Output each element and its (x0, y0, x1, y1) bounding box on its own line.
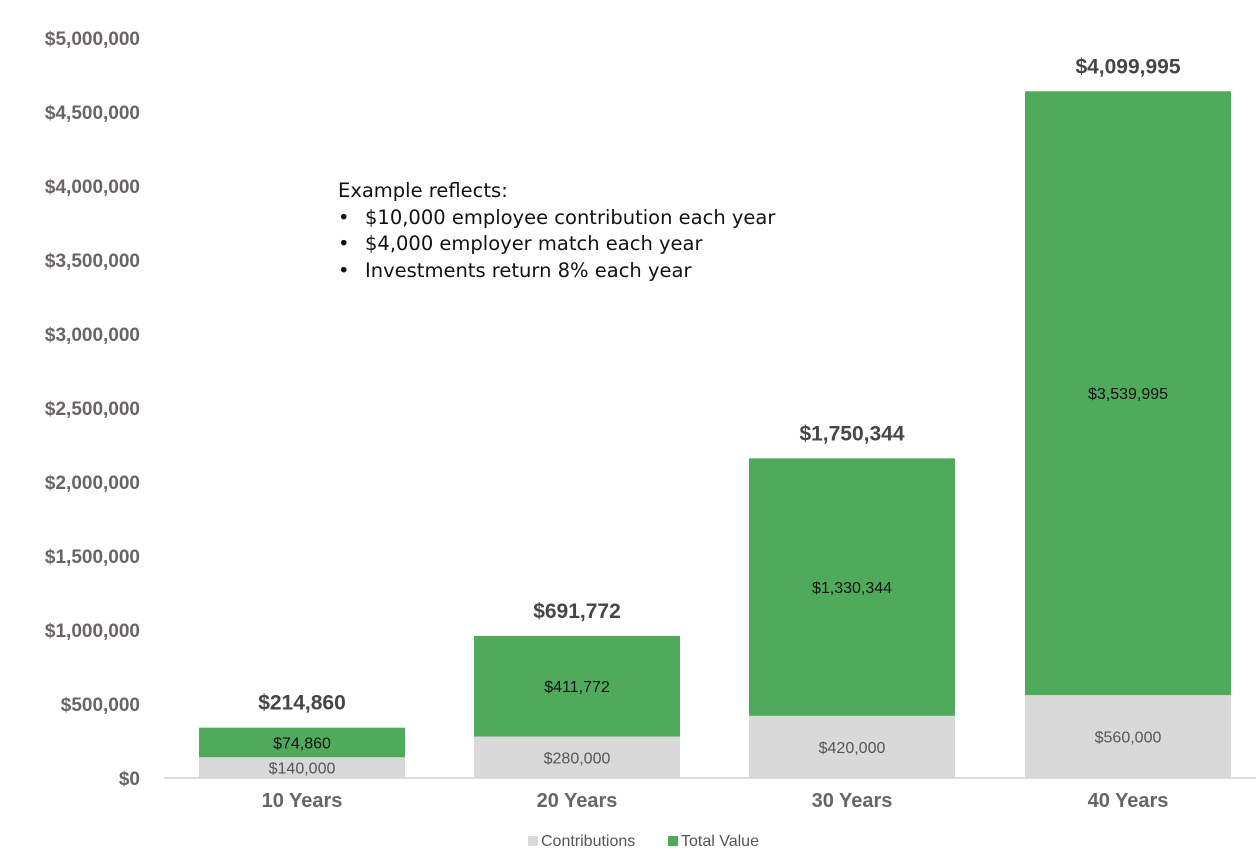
total-label: $1,750,344 (799, 422, 904, 445)
bar-contributions (1025, 695, 1231, 778)
y-tick-label: $2,500,000 (45, 399, 140, 420)
y-tick-label: $500,000 (61, 695, 140, 716)
data-label-contributions: $420,000 (819, 740, 886, 757)
bar-total-value (474, 635, 680, 737)
y-axis-ticks: $0 $500,000 $1,000,000 $1,500,000 $2,000,000… (45, 29, 140, 790)
y-tick-label: $1,000,000 (45, 621, 140, 642)
legend-label-contributions: Contributions (541, 833, 635, 850)
y-tick-label: $3,500,000 (45, 251, 140, 272)
bar-contributions (749, 715, 955, 778)
y-tick-label: $4,000,000 (45, 177, 140, 198)
y-tick-label: $0 (119, 769, 140, 790)
legend-swatch-total-value (668, 836, 678, 846)
data-label-total-value: $1,330,344 (812, 580, 892, 597)
legend-label-total-value: Total Value (681, 833, 759, 850)
y-tick-label: $1,500,000 (45, 547, 140, 568)
total-label: $4,099,995 (1075, 55, 1180, 78)
data-label-contributions: $280,000 (544, 750, 611, 767)
data-label-total-value: $411,772 (544, 679, 610, 696)
data-label-contributions: $560,000 (1095, 730, 1162, 747)
annotation-list: $10,000 employee contribution each year … (338, 205, 775, 285)
legend-swatch-contributions (528, 836, 538, 846)
bar-total-value (199, 727, 405, 758)
bar-total-value (1025, 91, 1231, 696)
x-tick-label: 30 Years (812, 790, 893, 812)
y-tick-label: $4,500,000 (45, 103, 140, 124)
bar-total-value (749, 458, 955, 716)
total-label: $214,860 (258, 692, 346, 715)
y-tick-label: $2,000,000 (45, 473, 140, 494)
data-label-total-value: $3,539,995 (1088, 386, 1168, 403)
bar-contributions (199, 757, 405, 778)
x-axis-ticks: 10 Years 20 Years 30 Years 40 Years (262, 790, 1169, 812)
bar-contributions (474, 736, 680, 778)
x-tick-label: 20 Years (537, 790, 618, 812)
data-label-total-value: $74,860 (273, 735, 331, 752)
annotation-bullet: $10,000 employee contribution each year (338, 205, 775, 232)
annotation-note: Example reflects: $10,000 employee contr… (338, 178, 775, 284)
y-tick-label: $5,000,000 (45, 29, 140, 50)
data-label-contributions: $140,000 (269, 761, 336, 778)
y-tick-label: $3,000,000 (45, 325, 140, 346)
annotation-heading: Example reflects: (338, 179, 508, 202)
total-label: $691,772 (533, 600, 621, 623)
x-tick-label: 10 Years (262, 790, 343, 812)
bars: $140,000 $74,860 $214,860 $280,000 $411,772 $… (199, 55, 1231, 778)
annotation-bullet: Investments return 8% each year (338, 258, 775, 285)
annotation-bullet: $4,000 employer match each year (338, 231, 775, 258)
legend: Contributions Total Value (528, 833, 759, 850)
x-tick-label: 40 Years (1088, 790, 1169, 812)
